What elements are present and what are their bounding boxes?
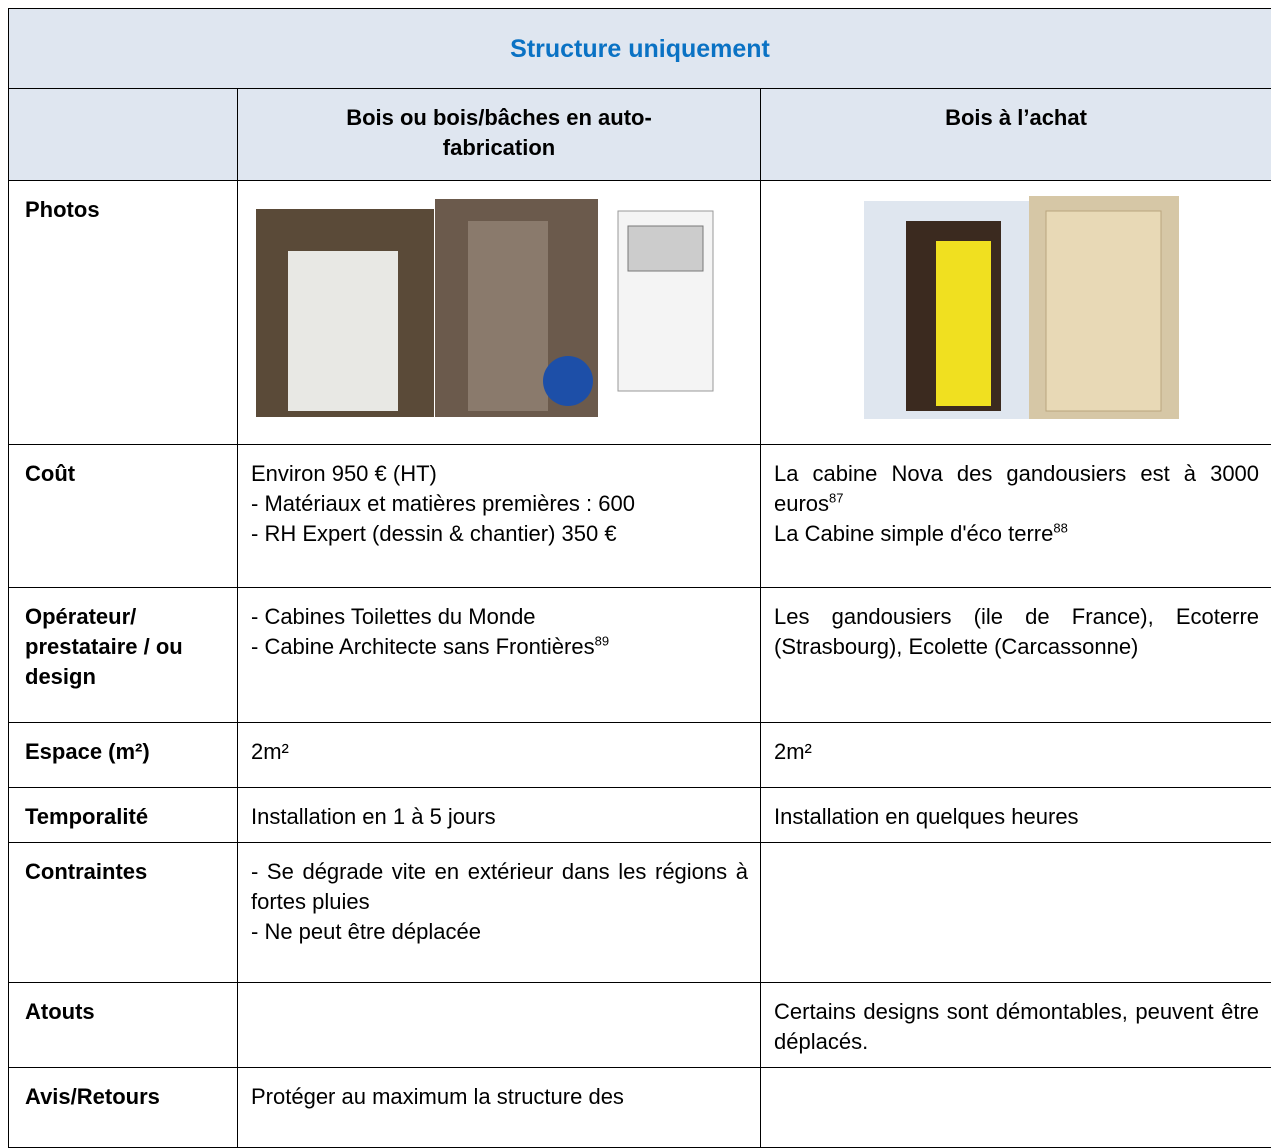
row-label: Photos: [9, 181, 238, 445]
table-cell: [761, 843, 1271, 983]
cell-text: 2m²: [251, 739, 289, 764]
photo-cell: [238, 181, 761, 445]
paragraph: La Cabine simple d'éco terre88: [774, 519, 1259, 549]
paragraph: Certains designs sont démontables, peuve…: [774, 997, 1259, 1057]
table-cell: - Cabines Toilettes du Monde - Cabine Arc…: [238, 588, 761, 723]
cell-text: - RH Expert (dessin & chantier) 350 €: [251, 521, 617, 546]
paragraph: Les gandousiers (ile de France), Ecoterr…: [774, 602, 1259, 662]
paragraph: La cabine Nova des gandousiers est à 300…: [774, 459, 1259, 519]
photos-row: Photos: [9, 181, 1271, 445]
table-row: Coût Environ 950 € (HT) - Matériaux et mat…: [9, 445, 1271, 588]
table-cell: 2m²: [761, 723, 1271, 788]
row-label: Espace (m²): [9, 723, 238, 788]
table-cell: Environ 950 € (HT) - Matériaux et matière…: [238, 445, 761, 588]
table-cell: Installation en quelques heures: [761, 788, 1271, 843]
footnote-ref: 88: [1053, 521, 1067, 536]
cell-text: - Se dégrade vite en extérieur dans les …: [251, 859, 748, 914]
photo-cell: [761, 181, 1271, 445]
footnote-ref: 89: [595, 634, 609, 649]
comparison-table: Structure uniquement Bois ou bois/bâches…: [8, 8, 1271, 1148]
cabin: [1046, 211, 1161, 411]
paragraph: Protéger au maximum la structure des: [251, 1082, 748, 1112]
cell-text: La cabine Nova des gandousiers est à 300…: [774, 461, 1259, 516]
paragraph: - RH Expert (dessin & chantier) 350 €: [251, 519, 748, 549]
cabin: [288, 251, 398, 411]
cell-text: Protéger au maximum la structure des: [251, 1084, 624, 1109]
cell-text: Installation en quelques heures: [774, 804, 1079, 829]
table-row: Temporalité Installation en 1 à 5 jours In…: [9, 788, 1271, 843]
paragraph: - Cabines Toilettes du Monde: [251, 602, 748, 632]
cell-text: 2m²: [774, 739, 812, 764]
row-label: Opérateur/ prestataire / ou design: [9, 588, 238, 723]
column-header: Bois ou bois/bâches en auto-fabrication: [238, 89, 761, 181]
cell-text: Environ 950 € (HT): [251, 461, 437, 486]
barrel: [543, 356, 593, 406]
empty-header: [9, 89, 238, 181]
table-cell: 2m²: [238, 723, 761, 788]
cell-text: - Cabine Architecte sans Frontières: [251, 634, 595, 659]
footnote-ref: 87: [829, 491, 843, 506]
paragraph: - Se dégrade vite en extérieur dans les …: [251, 857, 748, 917]
table-cell: Certains designs sont démontables, peuve…: [761, 983, 1271, 1068]
paragraph: - Ne peut être déplacée: [251, 917, 748, 947]
table-row: Espace (m²) 2m² 2m²: [9, 723, 1271, 788]
table-cell: Installation en 1 à 5 jours: [238, 788, 761, 843]
cell-text: - Ne peut être déplacée: [251, 919, 481, 944]
table-cell: - Se dégrade vite en extérieur dans les …: [238, 843, 761, 983]
paragraph: - Matériaux et matières premières : 600: [251, 489, 748, 519]
header-row: Bois ou bois/bâches en auto-fabrication …: [9, 89, 1271, 181]
photos: [238, 181, 758, 436]
paragraph: 2m²: [774, 737, 1259, 767]
row-label: Contraintes: [9, 843, 238, 983]
cell-text: - Cabines Toilettes du Monde: [251, 604, 536, 629]
paragraph: Installation en quelques heures: [774, 802, 1259, 832]
table-cell: La cabine Nova des gandousiers est à 300…: [761, 445, 1271, 588]
window: [628, 226, 703, 271]
row-label: Coût: [9, 445, 238, 588]
row-label: Temporalité: [9, 788, 238, 843]
table-title: Structure uniquement: [9, 9, 1271, 89]
table-row: Avis/Retours Protéger au maximum la struc…: [9, 1068, 1271, 1148]
row-label: Atouts: [9, 983, 238, 1068]
paragraph: Installation en 1 à 5 jours: [251, 802, 748, 832]
table-cell: Les gandousiers (ile de France), Ecoterr…: [761, 588, 1271, 723]
photos: [761, 181, 1271, 436]
table-cell: Protéger au maximum la structure des: [238, 1068, 761, 1148]
paragraph: - Cabine Architecte sans Frontières89: [251, 632, 748, 662]
table-cell: [238, 983, 761, 1068]
title-row: Structure uniquement: [9, 9, 1271, 89]
cell-text: La Cabine simple d'éco terre: [774, 521, 1053, 546]
column-header: Bois à l’achat: [761, 89, 1271, 181]
cell-text: Les gandousiers (ile de France), Ecoterr…: [774, 604, 1259, 659]
table-row: Contraintes- Se dégrade vite en extérieu…: [9, 843, 1271, 983]
door: [936, 241, 991, 406]
table-row: Atouts Certains designs sont démontables,…: [9, 983, 1271, 1068]
cell-text: Installation en 1 à 5 jours: [251, 804, 496, 829]
paragraph: 2m²: [251, 737, 748, 767]
cell-text: Certains designs sont démontables, peuve…: [774, 999, 1259, 1054]
cell-text: - Matériaux et matières premières : 600: [251, 491, 635, 516]
paragraph: Environ 950 € (HT): [251, 459, 748, 489]
row-label: Avis/Retours: [9, 1068, 238, 1148]
table-cell: [761, 1068, 1271, 1148]
cabin: [468, 221, 548, 411]
table-row: Opérateur/ prestataire / ou design- Cabi…: [9, 588, 1271, 723]
